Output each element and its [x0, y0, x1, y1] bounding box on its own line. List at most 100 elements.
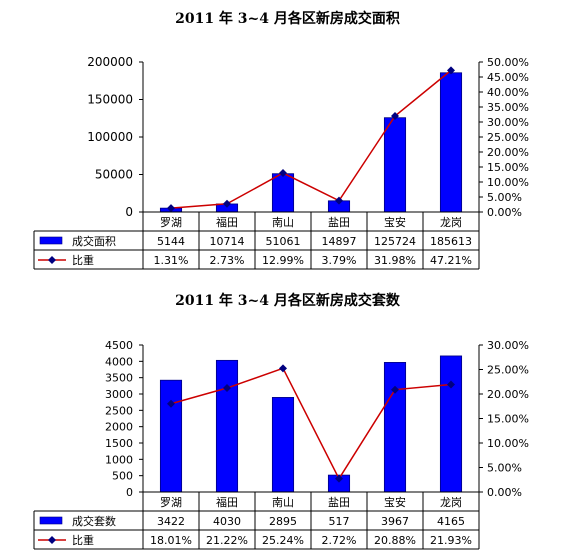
y-tick-label: 4000 [105, 355, 133, 368]
data-label: 18.01% [150, 534, 192, 547]
y-tick-label: 3500 [105, 372, 133, 385]
point-比重 [167, 399, 175, 408]
y-tick-label: 3000 [105, 388, 133, 401]
data-label: 21.22% [206, 534, 248, 547]
chart-area-1: 0 50000 100000 150000 200000 0.00% 5.00% 10.00%… [33, 55, 529, 270]
line-比重 [170, 69, 452, 209]
y2-tick-label: 30.00% [487, 339, 529, 352]
bar-成交套数 [383, 362, 407, 493]
bar-成交套数 [159, 379, 183, 493]
data-label: 4165 [437, 515, 465, 528]
chart-2-title: 2011 年 3~4 月各区新房成交套数 [175, 293, 400, 309]
x-tick-label: 龙岗 [440, 216, 462, 229]
point-比重 [167, 204, 175, 213]
y2-tick-label: 25.00% [487, 131, 529, 144]
data-label: 2.72% [322, 534, 357, 547]
legend-label: 比重 [72, 253, 94, 267]
point-比重 [335, 474, 343, 483]
y-tick-label: 200000 [87, 55, 133, 69]
data-label: 4030 [213, 515, 241, 528]
bar-成交面积 [439, 72, 463, 213]
y-tick-label: 50000 [95, 168, 133, 182]
y-tick-label: 2000 [105, 421, 133, 434]
data-label: 3967 [381, 515, 409, 528]
point-比重 [223, 384, 231, 393]
y2-tick-label: 0.00% [487, 206, 522, 219]
bar-成交套数 [215, 359, 239, 493]
data-label: 5144 [157, 235, 185, 248]
x-tick-label: 龙岗 [440, 496, 462, 509]
y-tick-label: 4500 [105, 339, 133, 352]
data-label: 25.24% [262, 534, 304, 547]
y2-tick-label: 15.00% [487, 161, 529, 174]
data-label: 47.21% [430, 254, 472, 267]
y2-tick-label: 5.00% [487, 462, 522, 475]
y2-tick-label: 20.00% [487, 388, 529, 401]
data-label: 31.98% [374, 254, 416, 267]
data-label: 517 [329, 515, 350, 528]
point-比重 [391, 385, 399, 394]
legend-key-bars [39, 236, 63, 245]
x-tick-label: 福田 [216, 495, 238, 509]
y2-tick-label: 0.00% [487, 486, 522, 499]
data-label: 14897 [322, 235, 357, 248]
legend-key-bars [39, 516, 63, 525]
legend-key-marker [48, 536, 56, 544]
legend-label: 成交套数 [72, 514, 116, 528]
point-比重 [279, 169, 287, 178]
x-tick-label: 南山 [272, 216, 294, 229]
x-tick-label: 宝安 [384, 215, 406, 229]
data-label: 12.99% [262, 254, 304, 267]
x-tick-label: 罗湖 [160, 496, 182, 509]
y-tick-label: 0 [126, 486, 133, 499]
chart-1-title: 2011 年 3~4 月各区新房成交面积 [175, 11, 400, 27]
y2-tick-label: 25.00% [487, 364, 529, 377]
line-比重 [170, 367, 452, 481]
data-label: 10714 [210, 235, 245, 248]
y2-tick-label: 15.00% [487, 413, 529, 426]
legend-key-marker [48, 256, 56, 264]
x-tick-label: 宝安 [384, 495, 406, 509]
point-比重 [447, 66, 455, 75]
y2-tick-label: 10.00% [487, 437, 529, 450]
data-label: 3422 [157, 515, 185, 528]
point-比重 [279, 364, 287, 373]
y-tick-label: 1000 [105, 453, 133, 466]
data-label: 3.79% [322, 254, 357, 267]
y2-tick-label: 35.00% [487, 101, 529, 114]
x-tick-label: 盐田 [328, 496, 350, 509]
bar-成交面积 [383, 117, 407, 213]
y-tick-label: 100000 [87, 130, 133, 144]
y-tick-label: 2500 [105, 404, 133, 417]
x-tick-label: 福田 [216, 215, 238, 229]
y2-tick-label: 30.00% [487, 116, 529, 129]
point-比重 [447, 380, 455, 389]
data-label: 2895 [269, 515, 297, 528]
x-tick-label: 盐田 [328, 216, 350, 229]
y-tick-label: 500 [112, 470, 133, 483]
x-tick-label: 罗湖 [160, 216, 182, 229]
bar-成交套数 [439, 355, 463, 493]
bar-成交面积 [271, 173, 295, 213]
data-label: 1.31% [154, 254, 189, 267]
y2-tick-label: 10.00% [487, 176, 529, 189]
y-tick-label: 150000 [87, 93, 133, 107]
point-比重 [335, 196, 343, 205]
y2-tick-label: 40.00% [487, 86, 529, 99]
data-label: 2.73% [210, 254, 245, 267]
legend-label: 成交面积 [72, 234, 116, 248]
bar-成交套数 [271, 397, 295, 493]
data-label: 51061 [266, 235, 301, 248]
data-label: 185613 [430, 235, 472, 248]
legend-label: 比重 [72, 533, 94, 547]
units-chart: 0 500 1000 1500 2000 2500 3000 3500 4000 4500 0.00… [33, 339, 529, 550]
y2-tick-label: 45.00% [487, 71, 529, 84]
x-tick-label: 南山 [272, 496, 294, 509]
y2-tick-label: 50.00% [487, 56, 529, 69]
data-label: 21.93% [430, 534, 472, 547]
y2-tick-label: 5.00% [487, 191, 522, 204]
y-tick-label: 0 [125, 205, 133, 219]
data-label: 125724 [374, 235, 416, 248]
y-tick-label: 1500 [105, 437, 133, 450]
point-比重 [223, 199, 231, 208]
